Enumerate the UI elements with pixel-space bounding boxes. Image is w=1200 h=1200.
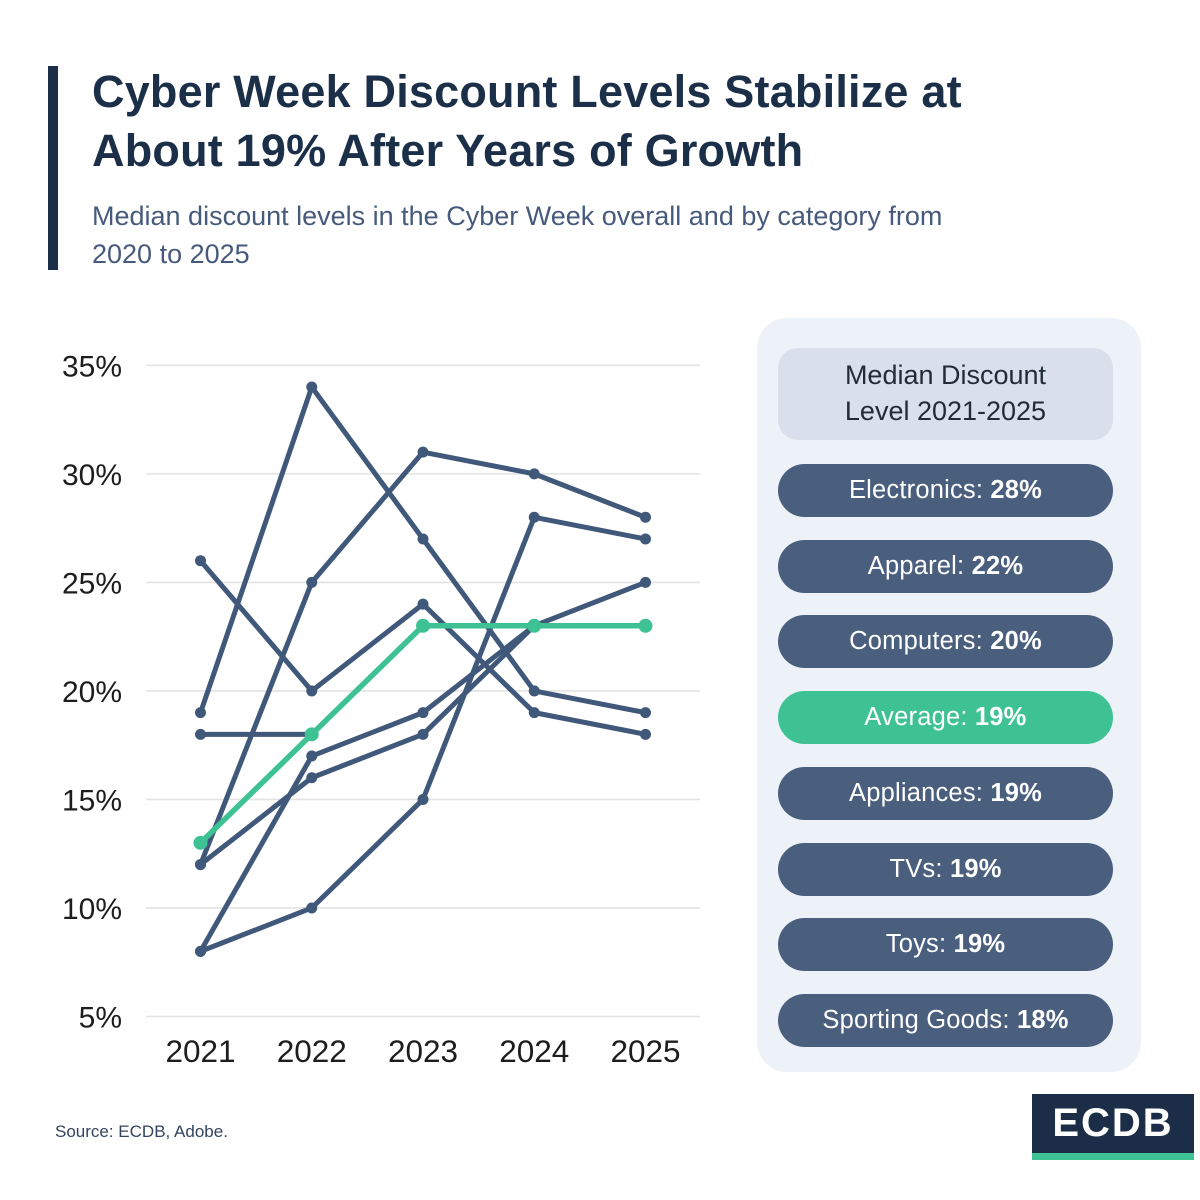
y-tick-label-35: 35%: [62, 350, 122, 383]
legend-pill-electronics: Electronics: 28%: [778, 464, 1113, 517]
data-point-appliances-2023: [417, 598, 429, 610]
data-point-tvs-2025: [640, 533, 651, 545]
legend-header: Median Discount Level 2021-2025: [778, 348, 1113, 440]
page-subtitle-line1: Median discount levels in the Cyber Week…: [92, 201, 943, 231]
data-point-tvs-2022: [306, 902, 318, 914]
data-point-tvs-2021: [195, 945, 206, 957]
data-point-computers-2025: [640, 707, 651, 719]
y-tick-label-25: 25%: [62, 567, 122, 600]
x-tick-label-2022: 2022: [277, 1033, 347, 1069]
legend-pill-apparel: Apparel: 22%: [778, 539, 1113, 593]
ecdb-logo-underline: [1032, 1153, 1194, 1160]
legend-pill-value: 28%: [990, 476, 1043, 504]
data-point-computers-2021: [195, 707, 206, 719]
data-point-electronics-2022: [306, 576, 318, 588]
legend-pill-value: 19%: [953, 930, 1006, 959]
data-point-appliances-2022: [306, 685, 318, 697]
page-title-line1: Cyber Week Discount Levels Stabilize at: [92, 66, 962, 117]
legend-pill-label: TVs:: [889, 854, 950, 883]
page-title: Cyber Week Discount Levels Stabilize at …: [92, 62, 1162, 181]
page-title-line2: About 19% After Years of Growth: [92, 125, 804, 177]
data-point-apparel-2021: [195, 728, 206, 740]
data-point-appliances-2024: [528, 707, 540, 719]
x-tick-label-2025: 2025: [610, 1033, 680, 1069]
source-note: Source: ECDB, Adobe.: [55, 1122, 228, 1141]
ecdb-logo-text: ECDB: [1052, 1101, 1174, 1145]
data-point-electronics-2024: [528, 468, 540, 480]
y-tick-label-20: 20%: [62, 676, 122, 709]
x-tick-label-2023: 2023: [388, 1033, 458, 1069]
data-point-average-2023: [416, 618, 430, 633]
x-tick-label-2024: 2024: [499, 1033, 569, 1069]
data-point-sporting-goods-2023: [417, 728, 429, 740]
data-point-appliances-2025: [640, 728, 651, 740]
legend-pill-label: Toys:: [885, 930, 954, 959]
y-tick-label-15: 15%: [62, 784, 122, 817]
legend-pill-value: 19%: [974, 703, 1027, 732]
x-tick-label-2021: 2021: [165, 1033, 235, 1069]
data-point-average-2021: [193, 835, 208, 850]
legend-panel: Median Discount Level 2021-2025 Electron…: [757, 318, 1141, 1072]
legend-pill-toys: Toys: 19%: [778, 918, 1113, 972]
data-point-electronics-2025: [640, 511, 651, 523]
legend-pill-sporting-goods: Sporting Goods: 18%: [778, 993, 1113, 1047]
data-point-average-2024: [527, 618, 542, 633]
legend-pill-label: Sporting Goods:: [822, 1005, 1017, 1034]
series-line-toys: [198, 623, 648, 954]
legend-pill-value: 22%: [971, 551, 1024, 580]
legend-pill-value: 18%: [1016, 1005, 1069, 1034]
series-line-computers: [198, 384, 648, 716]
legend-pill-average: Average: 19%: [778, 691, 1113, 745]
page-subtitle: Median discount levels in the Cyber Week…: [92, 197, 1132, 274]
data-point-electronics-2021: [195, 859, 206, 871]
legend-pill-value: 19%: [949, 854, 1002, 883]
title-accent-bar: [48, 66, 58, 270]
y-tick-label-10: 10%: [62, 893, 122, 926]
y-tick-label-5: 5%: [79, 1002, 122, 1035]
legend-pill-label: Average:: [864, 703, 975, 732]
data-point-sporting-goods-2022: [306, 772, 318, 784]
data-point-computers-2023: [417, 533, 429, 545]
data-point-tvs-2023: [417, 793, 429, 805]
legend-pill-value: 19%: [990, 778, 1042, 807]
ecdb-logo: ECDB: [1032, 1094, 1194, 1153]
data-point-average-2025: [638, 618, 653, 633]
data-point-toys-2022: [306, 750, 318, 762]
data-point-toys-2023: [417, 707, 429, 719]
data-point-average-2022: [304, 727, 319, 742]
data-point-appliances-2021: [195, 555, 206, 567]
data-point-tvs-2024: [528, 511, 540, 523]
legend-pill-label: Appliances:: [849, 778, 991, 807]
legend-pill-value: 20%: [990, 627, 1042, 656]
legend-pill-appliances: Appliances: 19%: [778, 766, 1113, 820]
data-point-apparel-2025: [640, 576, 651, 588]
y-tick-label-30: 30%: [62, 459, 122, 492]
data-point-computers-2022: [306, 381, 318, 393]
legend-pill-tvs: TVs: 19%: [778, 842, 1113, 896]
legend-header-line1: Median Discount: [844, 360, 1047, 391]
page-subtitle-line2: 2020 to 2025: [92, 239, 250, 270]
series-line-sporting-goods: [198, 623, 648, 868]
legend-pill-label: Electronics:: [848, 476, 991, 504]
legend-pill-label: Computers:: [849, 627, 991, 656]
data-point-computers-2024: [528, 685, 540, 697]
legend-pill-computers: Computers: 20%: [778, 615, 1113, 669]
legend-header-line2: Level 2021-2025: [844, 396, 1047, 426]
legend-pill-label: Apparel:: [867, 551, 972, 580]
data-point-electronics-2023: [417, 446, 429, 458]
